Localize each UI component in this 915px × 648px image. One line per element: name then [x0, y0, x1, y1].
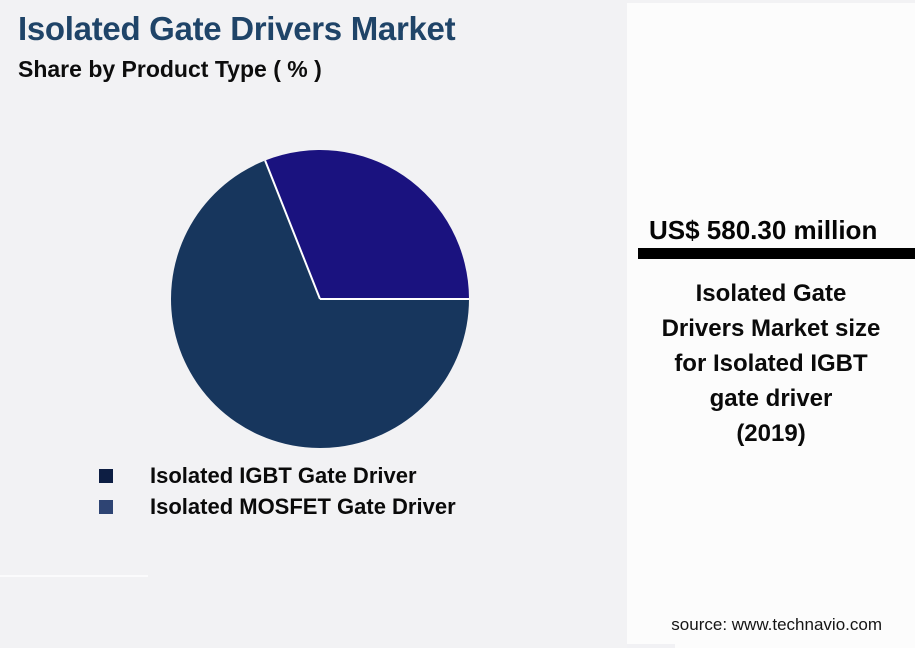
legend-swatch-mosfet	[99, 499, 113, 514]
pie-chart	[171, 150, 469, 449]
page-subtitle: Share by Product Type ( % )	[18, 56, 322, 82]
description-line: gate driver	[709, 385, 833, 412]
highlight-panel: US$ 580.30 million Isolated Gate Drivers…	[627, 3, 915, 648]
pie-slice-separator	[264, 160, 321, 300]
page-title: Isolated Gate Drivers Market	[18, 10, 456, 47]
panel-bottom-notch	[627, 644, 675, 648]
description-line: (2019)	[736, 420, 806, 447]
legend-item-igbt: Isolated IGBT Gate Driver	[99, 460, 456, 491]
pie-slice	[171, 160, 469, 449]
source-text: source: www.technavio.com	[671, 615, 882, 634]
market-value: US$ 580.30 million	[649, 215, 878, 245]
legend-label-mosfet: Isolated MOSFET Gate Driver	[150, 493, 456, 519]
legend: Isolated IGBT Gate Driver Isolated MOSFE…	[99, 460, 456, 522]
legend-item-mosfet: Isolated MOSFET Gate Driver	[99, 491, 456, 522]
market-value-description: Isolated Gate Drivers Market size for Is…	[627, 276, 915, 451]
pie-slice	[265, 150, 469, 299]
description-line: Isolated Gate	[695, 280, 847, 307]
legend-swatch-igbt	[99, 468, 113, 483]
description-line: Drivers Market size	[661, 315, 881, 342]
legend-label-igbt: Isolated IGBT Gate Driver	[150, 462, 417, 488]
description-line: for Isolated IGBT	[674, 350, 868, 377]
divider-bar	[638, 248, 915, 259]
bottom-left-divider	[0, 575, 148, 577]
